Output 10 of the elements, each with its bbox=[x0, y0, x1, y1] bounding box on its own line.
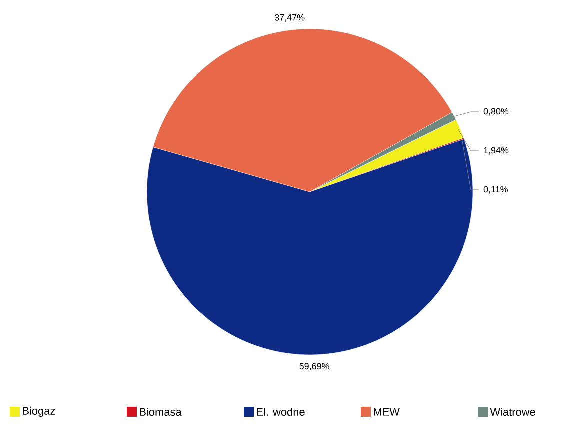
legend-label: El. wodne bbox=[257, 408, 305, 416]
data-label: 0,80% bbox=[484, 108, 509, 116]
legend-label: Wiatrowe bbox=[490, 408, 536, 416]
data-label: 59,69% bbox=[300, 363, 330, 371]
data-label: 0,11% bbox=[484, 186, 508, 194]
data-label: 37,47% bbox=[274, 14, 305, 22]
legend-label: Biogaz bbox=[23, 406, 56, 418]
legend-label: Biomasa bbox=[140, 408, 182, 416]
data-label: 1,94% bbox=[484, 147, 509, 155]
legend-label: MEW bbox=[374, 408, 400, 416]
